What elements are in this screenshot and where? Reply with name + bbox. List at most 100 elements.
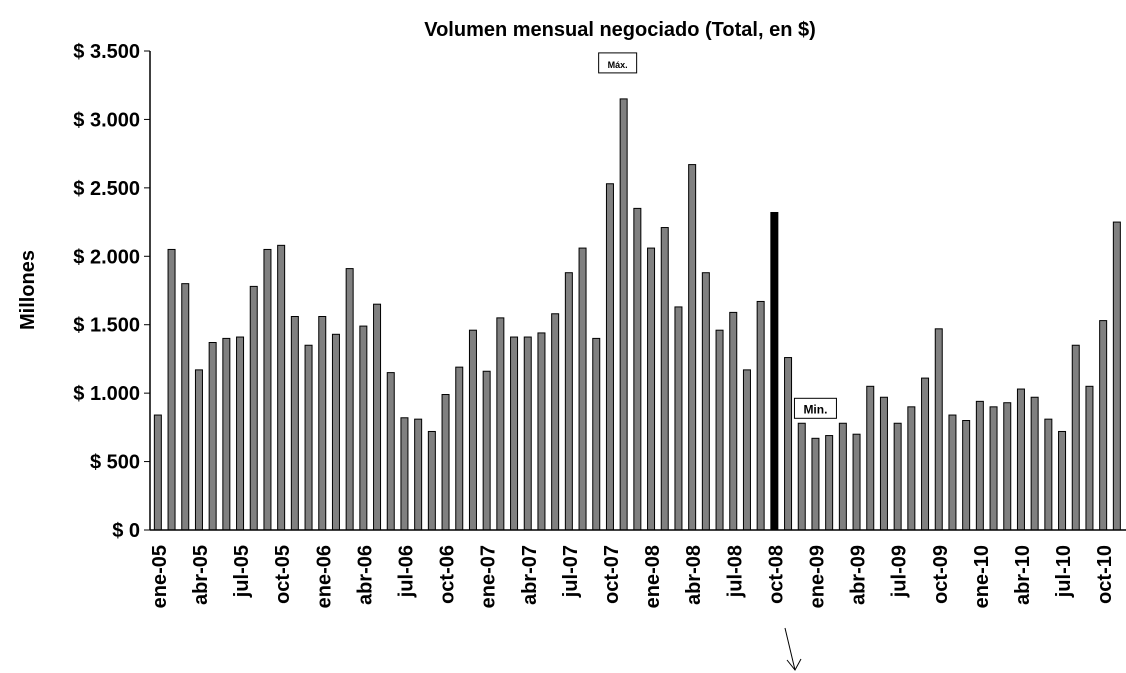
- bar: [619, 98, 628, 531]
- y-tick-label: $ 1.500: [73, 315, 140, 337]
- bar: [1071, 344, 1080, 531]
- x-tick-label: oct-07: [601, 545, 623, 604]
- x-tick-label: jul-08: [724, 545, 746, 598]
- bar: [468, 329, 477, 531]
- bar: [962, 420, 971, 531]
- bar: [304, 344, 313, 531]
- bar: [701, 272, 710, 531]
- x-tick-label: abr-08: [683, 545, 705, 605]
- bar: [537, 332, 546, 531]
- bar: [400, 417, 409, 531]
- x-tick-label: jul-06: [395, 545, 417, 598]
- bar: [496, 317, 505, 531]
- bar: [975, 400, 984, 531]
- bar: [427, 430, 436, 531]
- bar: [441, 394, 450, 531]
- bar: [1003, 402, 1012, 531]
- bar: [934, 328, 943, 531]
- bar: [290, 316, 299, 531]
- x-tick-label: oct-08: [765, 545, 787, 604]
- x-tick-label: ene-07: [478, 545, 500, 608]
- bar: [715, 329, 724, 531]
- x-tick-label: abr-09: [848, 545, 870, 605]
- bar: [263, 248, 272, 531]
- bar: [331, 333, 340, 531]
- bar: [277, 244, 286, 531]
- x-tick-label: ene-10: [971, 545, 993, 608]
- bar: [578, 247, 587, 531]
- bar: [811, 437, 820, 531]
- x-tick-label: jul-05: [231, 545, 253, 598]
- bar: [921, 377, 930, 531]
- y-tick-label: $ 1.000: [73, 383, 140, 405]
- bar: [742, 369, 751, 531]
- x-tick-label: oct-09: [930, 545, 952, 604]
- bar: [605, 183, 614, 531]
- x-tick-label: abr-10: [1012, 545, 1034, 605]
- bar: [866, 385, 875, 531]
- bar: [1030, 396, 1039, 531]
- bar: [797, 422, 806, 531]
- bar: [784, 357, 793, 531]
- bar: [825, 435, 834, 531]
- x-tick-label: ene-05: [149, 545, 171, 608]
- bar: [1016, 388, 1025, 531]
- x-tick-label: oct-06: [437, 545, 459, 604]
- bar: [153, 414, 162, 531]
- bar: [564, 272, 573, 531]
- x-tick-label: oct-05: [272, 545, 294, 604]
- bar: [551, 313, 560, 531]
- annotation-box: [793, 397, 837, 419]
- bar: [756, 300, 765, 531]
- y-tick-label: $ 2.000: [73, 246, 140, 268]
- x-tick-label: ene-08: [642, 545, 664, 608]
- x-tick-label: abr-07: [519, 545, 541, 605]
- bar: [879, 396, 888, 531]
- annotation: Min.: [803, 402, 827, 416]
- bar: [674, 306, 683, 531]
- bar: [208, 342, 217, 531]
- bar: [688, 164, 697, 531]
- y-axis-label: Millones: [17, 250, 39, 330]
- bar: [222, 337, 231, 531]
- bar: [633, 207, 642, 531]
- x-tick-label: abr-06: [354, 545, 376, 605]
- bar: [729, 311, 738, 531]
- x-tick-label: ene-09: [806, 545, 828, 608]
- bar: [1112, 221, 1121, 531]
- annotation: Máx.: [608, 60, 628, 70]
- bar: [1044, 418, 1053, 531]
- bar: [770, 211, 779, 531]
- bar: [359, 325, 368, 531]
- bar: [236, 336, 245, 531]
- annotation-box: [598, 52, 638, 74]
- bar: [249, 285, 258, 531]
- bar: [373, 303, 382, 531]
- x-tick-label: jul-07: [560, 545, 582, 598]
- bar: [647, 247, 656, 531]
- bar: [455, 366, 464, 531]
- bar: [167, 248, 176, 531]
- x-tick-label: jul-10: [1053, 545, 1075, 598]
- bar: [592, 337, 601, 531]
- bar: [482, 370, 491, 531]
- y-tick-label: $ 2.500: [73, 178, 140, 200]
- bar: [1099, 320, 1108, 531]
- bar: [893, 422, 902, 531]
- bar: [852, 433, 861, 531]
- bar: [386, 372, 395, 531]
- x-tick-label: jul-09: [889, 545, 911, 598]
- bar: [194, 369, 203, 531]
- bar: [907, 406, 916, 531]
- bar: [345, 268, 354, 531]
- bar: [1085, 385, 1094, 531]
- bar: [181, 283, 190, 531]
- bar: [1058, 430, 1067, 531]
- bar: [414, 418, 423, 531]
- arrow-line: [784, 627, 796, 671]
- bar: [318, 316, 327, 531]
- x-tick-label: abr-05: [190, 545, 212, 605]
- bar: [948, 414, 957, 531]
- x-tick-label: oct-10: [1094, 545, 1116, 604]
